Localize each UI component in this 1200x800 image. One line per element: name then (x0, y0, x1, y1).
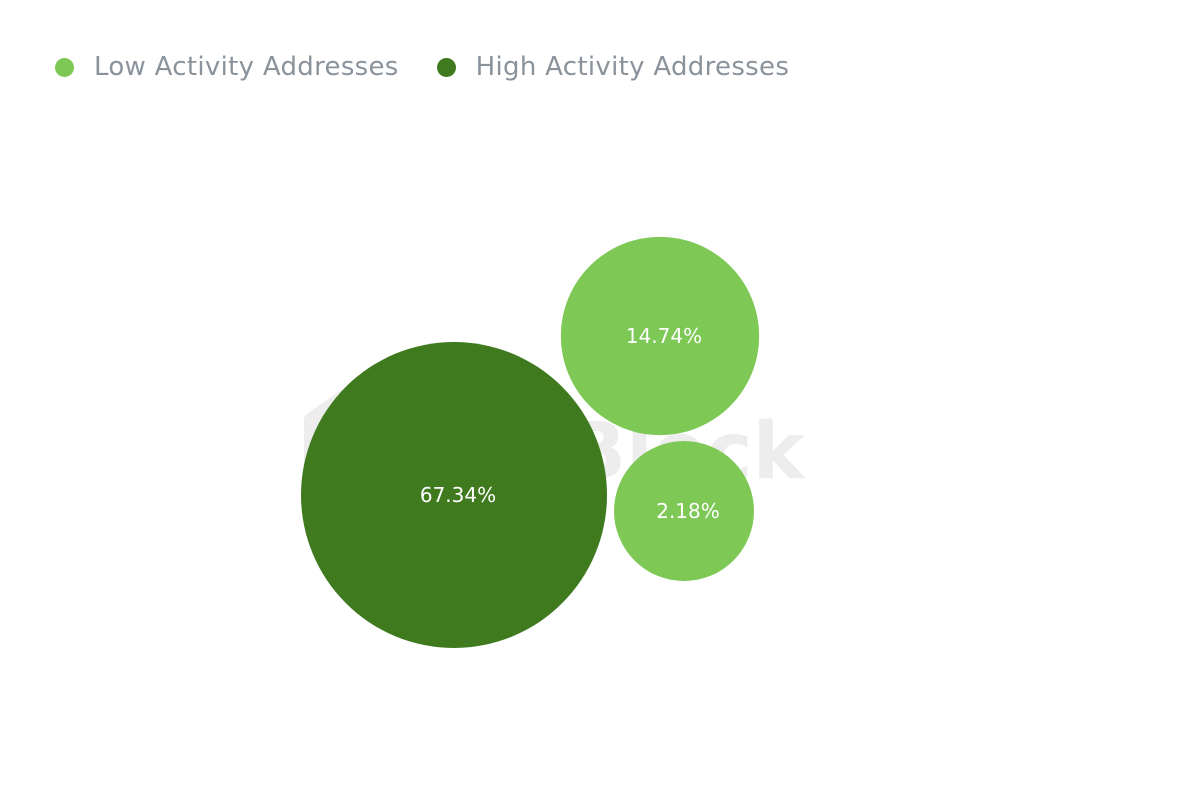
legend-label-high-activity: High Activity Addresses (475, 52, 790, 82)
legend-item-high-activity[interactable]: High Activity Addresses (436, 52, 790, 82)
bubble-low-activity-2-label: 2.18% (656, 499, 720, 523)
legend-marker-high-activity (436, 57, 456, 77)
bubble-high-activity-67-label: 67.34% (420, 483, 496, 507)
bubble-low-activity-2[interactable] (614, 441, 754, 581)
legend-item-low-activity[interactable]: Low Activity Addresses (55, 52, 399, 82)
legend-marker-low-activity (55, 57, 74, 77)
bubble-low-activity-14-label: 14.74% (626, 324, 702, 348)
legend-label-low-activity: Low Activity Addresses (94, 52, 399, 82)
bubble-high-activity-67[interactable] (301, 342, 607, 648)
chart-legend: Low Activity Addresses High Activity Add… (55, 52, 827, 82)
bubbles-layer: 67.34% 14.74% 2.18% (301, 236, 760, 648)
bubble-low-activity-14[interactable] (560, 236, 760, 436)
